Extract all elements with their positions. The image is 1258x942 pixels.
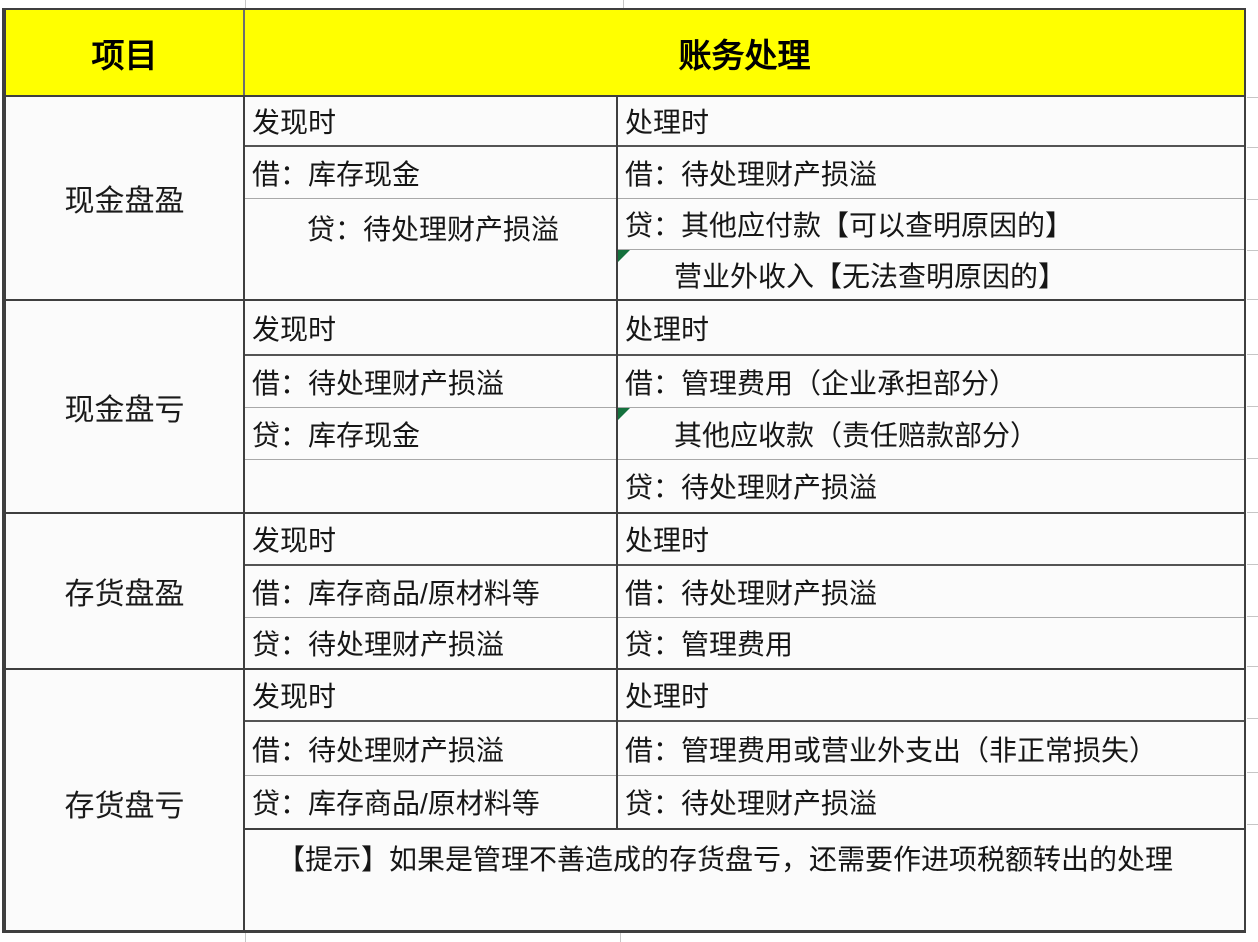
gridline (1247, 772, 1258, 773)
entry-text: 营业外收入【无法查明原因的】 (674, 260, 1067, 292)
gridline (1247, 512, 1258, 513)
entry-text: 发现时 (252, 107, 337, 138)
entry-text: 贷：待处理财产损溢 (625, 472, 878, 503)
entry-cell[interactable]: 处理时 (618, 97, 1244, 147)
entry-text: 借：管理费用（企业承担部分） (625, 367, 1018, 399)
entry-text: 贷：待处理财产损溢 (307, 214, 560, 245)
entry-text: 发现时 (252, 313, 337, 345)
entry-text: 贷：其他应付款【可以查明原因的】 (625, 210, 1074, 241)
entry-cell[interactable]: 贷：其他应付款【可以查明原因的】 (618, 199, 1244, 250)
entry-cell[interactable]: 发现时 (245, 301, 616, 356)
gridline (1247, 564, 1258, 565)
entry-text: 借：库存商品/原材料等 (252, 577, 540, 609)
entry-text: 贷：库存现金 (252, 419, 421, 451)
entry-text: 借：管理费用或营业外支出（非正常损失） (625, 734, 1158, 766)
entry-text: 借：待处理财产损溢 (252, 367, 505, 399)
group-label-cell[interactable]: 存货盘盈 (6, 514, 245, 668)
row-group-cash-shortage: 现金盘亏 发现时 借：待处理财产损溢 贷：库存现金 处理时 借：管理费用（企业承… (6, 299, 1244, 512)
entry-cell[interactable]: 借：管理费用或营业外支出（非正常损失） (618, 722, 1244, 776)
entry-text: 借：待处理财产损溢 (252, 734, 505, 766)
entry-cell[interactable]: 贷：待处理财产损溢 (245, 199, 616, 299)
group-label-cell[interactable]: 存货盘亏 (6, 670, 245, 930)
gridline (1247, 147, 1258, 148)
gridline (620, 933, 621, 942)
table-header-row: 项目 账务处理 (6, 10, 1244, 97)
gridline (1247, 250, 1258, 251)
tip-cell[interactable]: 【提示】如果是管理不善造成的存货盘亏，还需要作进项税额转出的处理 (245, 828, 1244, 930)
row-group-inventory-surplus: 存货盘盈 发现时 借：库存商品/原材料等 贷：待处理财产损溢 处理时 借：待处理… (6, 512, 1244, 668)
entry-cell[interactable]: 处理时 (618, 514, 1244, 566)
entry-text: 处理时 (625, 313, 710, 345)
group-label-cell[interactable]: 现金盘亏 (6, 301, 245, 512)
gridline (1247, 458, 1258, 459)
entry-cell[interactable]: 营业外收入【无法查明原因的】 (618, 250, 1244, 299)
entry-text: 处理时 (625, 681, 710, 712)
entry-text: 贷：库存商品/原材料等 (252, 788, 540, 819)
entry-text: 贷：待处理财产损溢 (625, 788, 878, 819)
group-label-cell[interactable]: 现金盘盈 (6, 97, 245, 299)
header-cell-treatment[interactable]: 账务处理 (245, 10, 1244, 95)
entry-cell[interactable]: 发现时 (245, 514, 616, 566)
entry-cell[interactable]: 发现时 (245, 670, 616, 722)
entry-text: 借：待处理财产损溢 (625, 158, 878, 190)
entry-text: 借：待处理财产损溢 (625, 577, 878, 609)
gridline (1247, 824, 1258, 825)
entry-cell[interactable]: 借：待处理财产损溢 (245, 722, 616, 776)
row-group-cash-surplus: 现金盘盈 发现时 借：库存现金 贷：待处理财产损溢 处理时 借：待处理财产损溢 … (6, 97, 1244, 299)
excel-error-flag-icon (618, 408, 630, 420)
gridline (1247, 406, 1258, 407)
gridline (1247, 718, 1258, 719)
entry-cell[interactable]: 贷：库存商品/原材料等 (245, 776, 616, 828)
accounting-table: 项目 账务处理 现金盘盈 发现时 借：库存现金 贷：待处理财产损溢 处理时 借：… (2, 8, 1246, 933)
entry-text: 其他应收款（责任赔款部分） (674, 419, 1039, 451)
entry-cell[interactable]: 贷：待处理财产损溢 (245, 618, 616, 668)
gridline (623, 0, 624, 8)
gridline (1247, 666, 1258, 667)
excel-error-flag-icon (618, 250, 630, 262)
entry-cell[interactable]: 贷：待处理财产损溢 (618, 460, 1244, 512)
entry-text: 借：库存现金 (252, 158, 421, 190)
gridline (1247, 199, 1258, 200)
entry-cell[interactable]: 借：管理费用（企业承担部分） (618, 356, 1244, 408)
entry-cell[interactable]: 借：待处理财产损溢 (245, 356, 616, 408)
entry-cell[interactable]: 贷：库存现金 (245, 408, 616, 460)
entry-text: 处理时 (625, 525, 710, 556)
entry-cell-empty[interactable] (245, 460, 616, 512)
entry-cell[interactable]: 处理时 (618, 301, 1244, 356)
entry-cell[interactable]: 贷：管理费用 (618, 618, 1244, 668)
gridline (245, 0, 246, 8)
row-group-inventory-shortage: 存货盘亏 发现时 借：待处理财产损溢 贷：库存商品/原材料等 处理时 借：管理费… (6, 668, 1244, 930)
entry-cell[interactable]: 处理时 (618, 670, 1244, 722)
tip-text: 【提示】如果是管理不善造成的存货盘亏，还需要作进项税额转出的处理 (277, 844, 1174, 875)
entry-text: 贷：管理费用 (625, 629, 794, 660)
gridline (1247, 616, 1258, 617)
entry-cell[interactable]: 借：库存商品/原材料等 (245, 566, 616, 618)
entry-cell[interactable]: 借：待处理财产损溢 (618, 147, 1244, 199)
entry-cell[interactable]: 其他应收款（责任赔款部分） (618, 408, 1244, 460)
gridline (245, 933, 246, 942)
gridline (1247, 354, 1258, 355)
header-cell-item[interactable]: 项目 (6, 10, 245, 95)
entry-text: 发现时 (252, 681, 337, 712)
gridline (1247, 97, 1258, 98)
entry-text: 贷：待处理财产损溢 (252, 629, 505, 660)
entry-text: 处理时 (625, 107, 710, 138)
entry-cell[interactable]: 发现时 (245, 97, 616, 147)
gridline (1247, 299, 1258, 300)
entry-text: 发现时 (252, 525, 337, 556)
entry-cell[interactable]: 借：库存现金 (245, 147, 616, 199)
entry-cell[interactable]: 贷：待处理财产损溢 (618, 776, 1244, 828)
entry-cell[interactable]: 借：待处理财产损溢 (618, 566, 1244, 618)
